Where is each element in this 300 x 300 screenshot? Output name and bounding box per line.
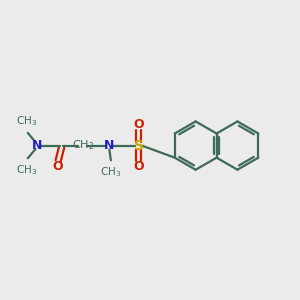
Text: N: N (32, 139, 43, 152)
Text: N: N (104, 139, 115, 152)
Text: CH$_3$: CH$_3$ (100, 165, 122, 179)
Text: CH$_3$: CH$_3$ (16, 114, 37, 128)
Text: O: O (134, 160, 144, 173)
Text: O: O (53, 160, 63, 173)
Text: CH$_2$: CH$_2$ (72, 138, 94, 152)
Text: O: O (134, 118, 144, 131)
Text: CH$_3$: CH$_3$ (16, 163, 37, 177)
Text: S: S (134, 139, 144, 153)
